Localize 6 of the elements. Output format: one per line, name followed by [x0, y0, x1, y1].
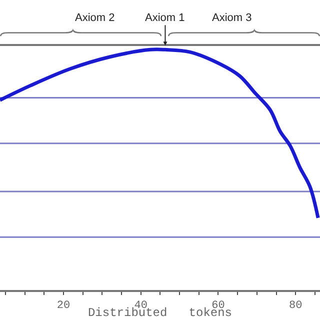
annotation: Axiom 1 [145, 12, 185, 24]
x-tick-label: 20 [56, 300, 70, 312]
x-axis-title: Distributed tokens [88, 306, 232, 320]
text: Axiom 3 [212, 12, 252, 24]
text: Axiom 2 [75, 12, 115, 24]
x-tick-label: 80 [289, 300, 302, 312]
